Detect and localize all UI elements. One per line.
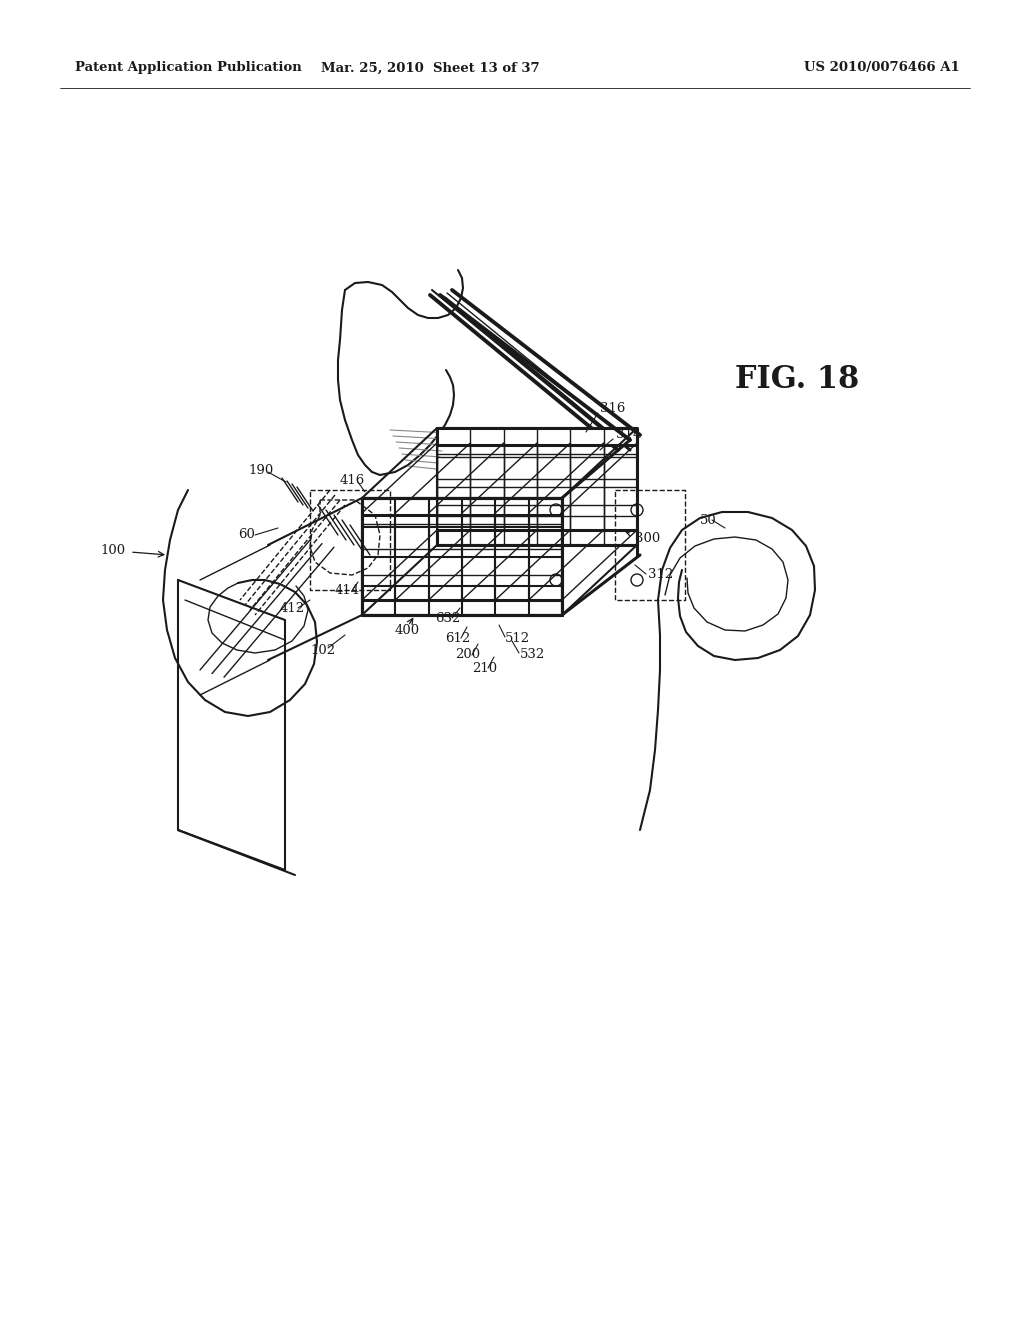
Text: 416: 416 [340, 474, 366, 487]
Text: 102: 102 [310, 644, 335, 656]
Text: 190: 190 [248, 463, 273, 477]
Polygon shape [178, 579, 285, 870]
Text: 316: 316 [600, 401, 626, 414]
Text: 414: 414 [335, 583, 360, 597]
Text: 60: 60 [238, 528, 255, 541]
Text: 100: 100 [100, 544, 125, 557]
Text: Patent Application Publication: Patent Application Publication [75, 62, 302, 74]
Text: 632: 632 [435, 611, 461, 624]
Polygon shape [437, 428, 637, 445]
Text: 532: 532 [520, 648, 545, 661]
Text: US 2010/0076466 A1: US 2010/0076466 A1 [804, 62, 961, 74]
Text: 50: 50 [700, 513, 717, 527]
Text: 210: 210 [472, 661, 497, 675]
Text: 314: 314 [616, 429, 641, 441]
Polygon shape [362, 498, 562, 615]
Text: 200: 200 [455, 648, 480, 661]
Text: 512: 512 [505, 631, 530, 644]
Polygon shape [437, 531, 637, 545]
Text: 412: 412 [280, 602, 305, 615]
Text: FIG. 18: FIG. 18 [735, 364, 859, 396]
Text: 300: 300 [635, 532, 660, 544]
Polygon shape [362, 601, 562, 615]
Text: Mar. 25, 2010  Sheet 13 of 37: Mar. 25, 2010 Sheet 13 of 37 [321, 62, 540, 74]
Text: 400: 400 [395, 623, 420, 636]
Text: 612: 612 [445, 631, 470, 644]
Text: 312: 312 [648, 569, 673, 582]
Polygon shape [362, 498, 562, 515]
